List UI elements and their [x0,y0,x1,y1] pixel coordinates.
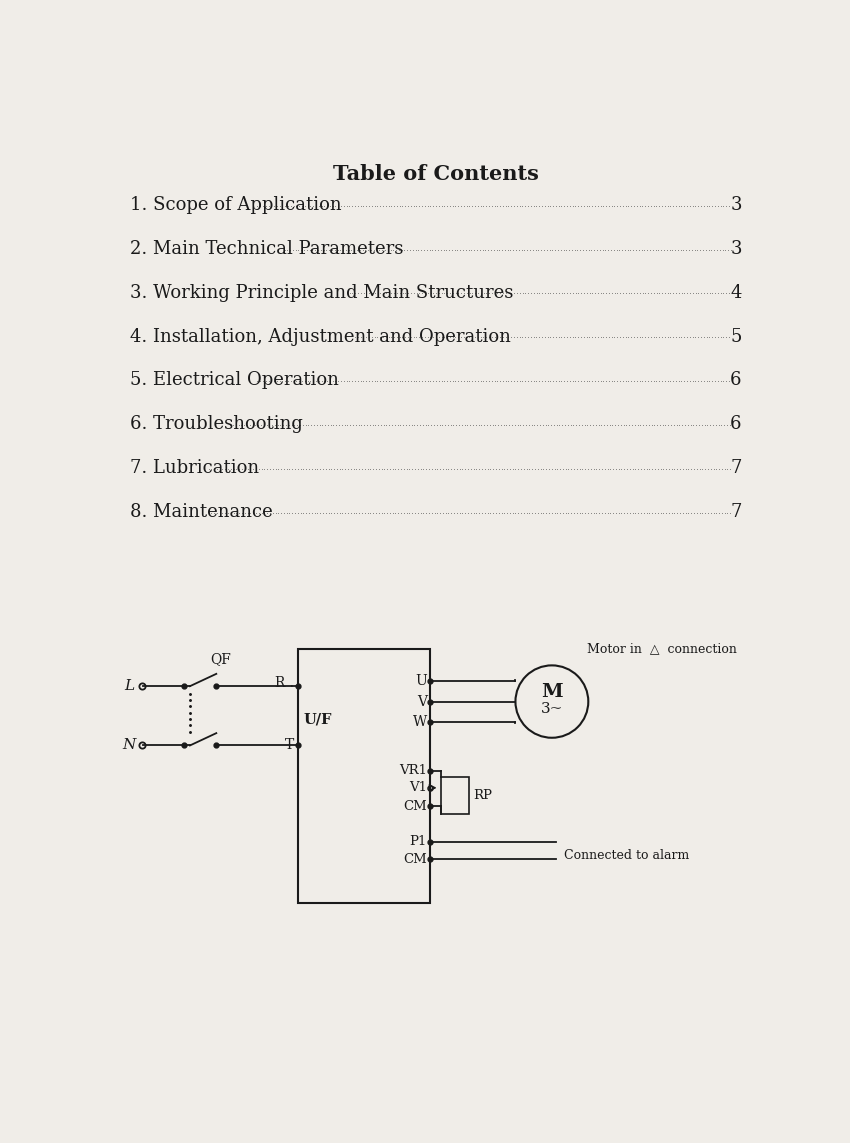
Text: 5. Electrical Operation: 5. Electrical Operation [129,371,338,390]
Text: 3: 3 [730,240,742,258]
Text: W: W [413,716,427,729]
Text: 5: 5 [730,328,742,345]
Text: U/F: U/F [303,712,332,726]
Text: 7: 7 [730,503,742,521]
Text: RP: RP [473,789,492,802]
Text: 8. Maintenance: 8. Maintenance [129,503,272,521]
Text: V1: V1 [409,782,427,794]
Text: 4. Installation, Adjustment and Operation: 4. Installation, Adjustment and Operatio… [129,328,510,345]
Text: 6: 6 [730,415,742,433]
Text: 3. Working Principle and Main Structures: 3. Working Principle and Main Structures [129,283,513,302]
Text: CM: CM [404,853,427,866]
Text: P1: P1 [410,836,427,848]
Text: Table of Contents: Table of Contents [332,165,539,184]
Text: 7. Lubrication: 7. Lubrication [129,459,258,478]
Text: VR1: VR1 [400,765,427,777]
Text: 2. Main Technical Parameters: 2. Main Technical Parameters [129,240,403,258]
Text: 1. Scope of Application: 1. Scope of Application [129,195,341,214]
Text: 6: 6 [730,371,742,390]
Text: 6. Troubleshooting: 6. Troubleshooting [129,415,303,433]
Text: L: L [124,679,134,693]
Text: 3~: 3~ [541,702,563,717]
Text: QF: QF [211,653,231,666]
Text: V: V [417,695,427,709]
Text: T: T [285,738,294,752]
Text: R .: R . [275,677,294,690]
Text: 7: 7 [730,459,742,478]
Text: Connected to alarm: Connected to alarm [564,849,689,862]
Text: U: U [416,673,427,688]
Bar [441,777,469,814]
Text: 4: 4 [730,283,742,302]
Text: CM: CM [404,800,427,813]
Text: M: M [541,684,563,702]
Text: Motor in  △  connection: Motor in △ connection [586,642,737,656]
Text: N: N [122,738,136,752]
Text: 3: 3 [730,195,742,214]
Bar [298,649,430,903]
